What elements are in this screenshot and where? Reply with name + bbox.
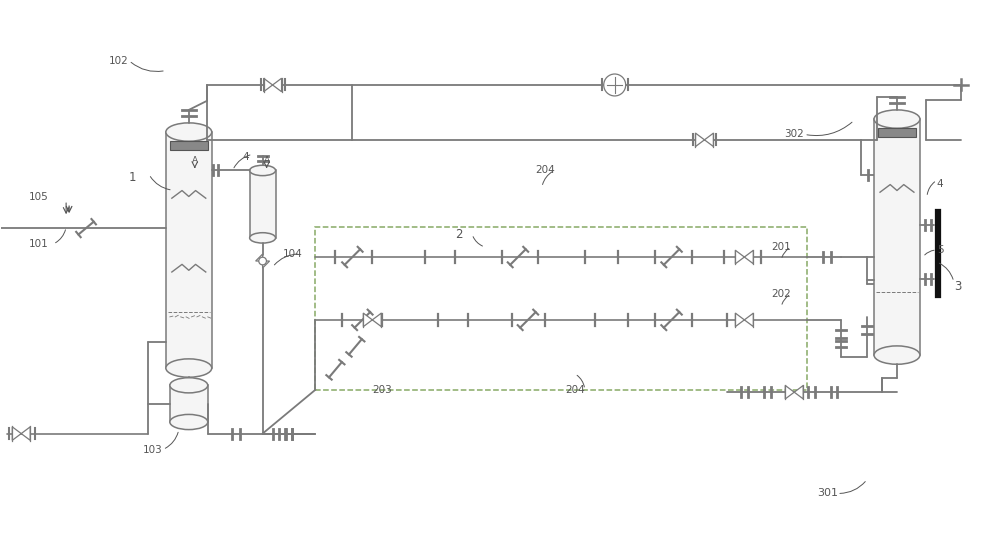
Ellipse shape (166, 123, 212, 141)
Text: 4: 4 (243, 152, 249, 162)
Bar (166, 132, 212, 368)
Text: 1: 1 (129, 171, 136, 184)
Text: 301: 301 (817, 488, 838, 499)
Text: 103: 103 (143, 444, 163, 455)
Bar (250, 170, 276, 238)
Bar (170, 140, 208, 150)
Polygon shape (785, 385, 794, 399)
Polygon shape (735, 313, 744, 327)
Ellipse shape (874, 346, 920, 364)
Polygon shape (21, 427, 30, 440)
Text: 201: 201 (771, 242, 791, 252)
Polygon shape (735, 250, 744, 264)
Text: 104: 104 (283, 249, 302, 259)
Bar (878, 127, 916, 137)
Polygon shape (695, 133, 704, 146)
Ellipse shape (170, 415, 208, 430)
Text: A: A (192, 156, 198, 165)
Text: 203: 203 (372, 385, 392, 395)
Text: 105: 105 (29, 192, 49, 202)
Polygon shape (12, 427, 21, 440)
Ellipse shape (874, 110, 920, 128)
Bar (315, 227, 807, 390)
Circle shape (259, 257, 266, 265)
Polygon shape (256, 254, 263, 261)
Ellipse shape (166, 359, 212, 377)
Polygon shape (264, 78, 273, 92)
Text: 102: 102 (109, 55, 129, 66)
Polygon shape (744, 313, 753, 327)
Text: 5: 5 (937, 245, 944, 255)
Polygon shape (372, 313, 381, 327)
Ellipse shape (250, 165, 276, 176)
Text: 3: 3 (954, 280, 961, 293)
Polygon shape (363, 313, 372, 327)
Text: 204: 204 (535, 165, 555, 175)
Ellipse shape (170, 378, 208, 393)
Text: 2: 2 (455, 228, 463, 241)
Polygon shape (794, 385, 803, 399)
Circle shape (604, 74, 626, 96)
Ellipse shape (250, 233, 276, 243)
Polygon shape (704, 133, 713, 146)
Polygon shape (273, 78, 282, 92)
Text: 4: 4 (937, 179, 944, 189)
Text: 202: 202 (771, 289, 791, 299)
Text: 302: 302 (784, 130, 804, 139)
Text: 204: 204 (565, 385, 585, 395)
Text: 101: 101 (29, 239, 49, 249)
Bar (874, 119, 920, 355)
Polygon shape (263, 261, 270, 268)
Polygon shape (744, 250, 753, 264)
Bar (170, 385, 208, 422)
Text: A: A (264, 156, 270, 165)
